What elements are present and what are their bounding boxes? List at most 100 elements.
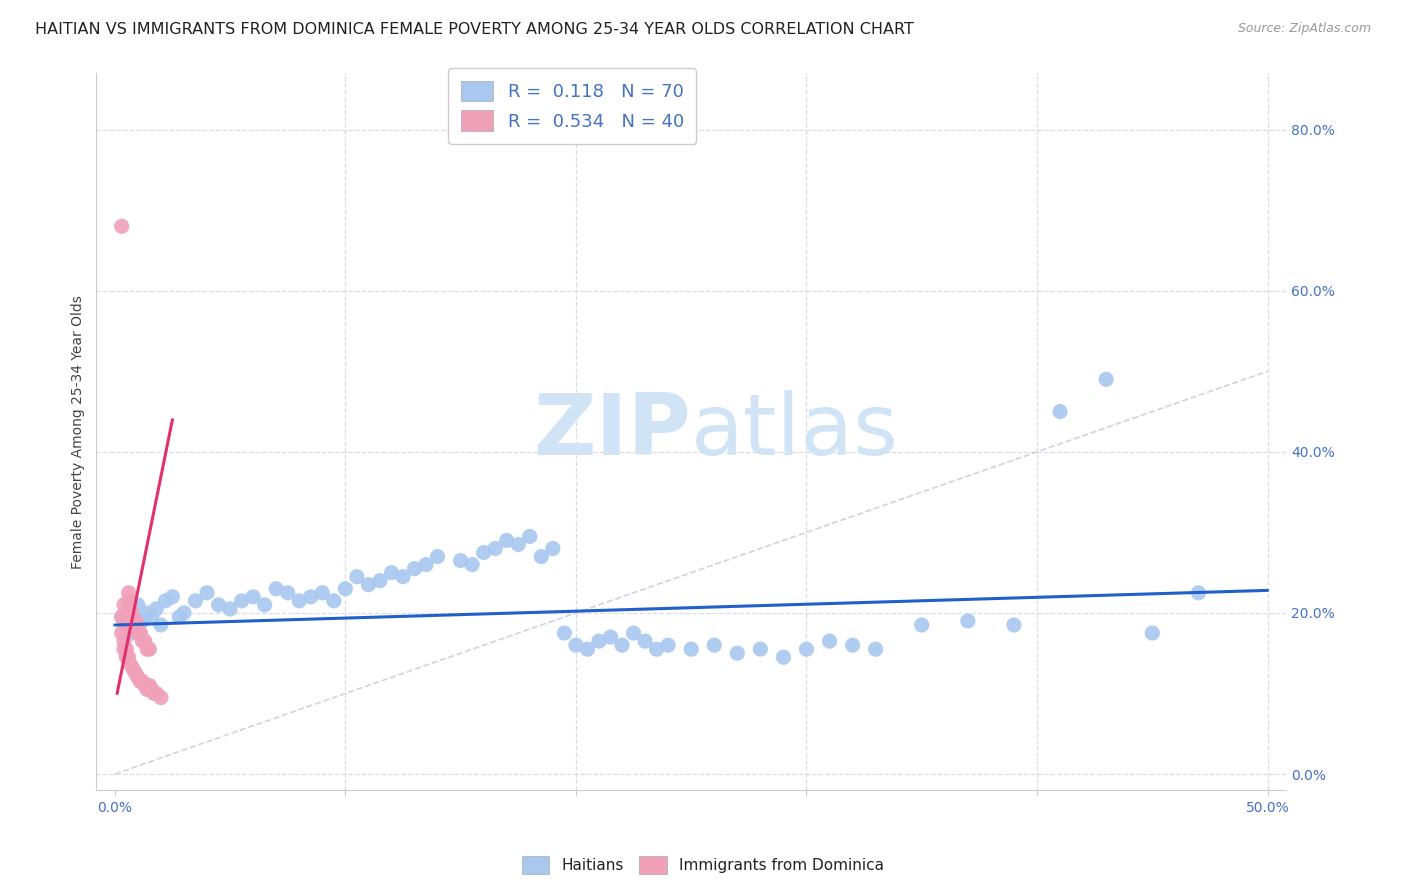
- Point: [141, 682, 163, 697]
- Point: [841, 638, 863, 652]
- Point: [865, 642, 887, 657]
- Point: [299, 590, 322, 604]
- Point: [195, 586, 218, 600]
- Point: [495, 533, 517, 548]
- Point: [541, 541, 564, 556]
- Point: [124, 614, 146, 628]
- Point: [131, 634, 153, 648]
- Point: [129, 674, 152, 689]
- Point: [484, 541, 506, 556]
- Point: [772, 650, 794, 665]
- Point: [112, 642, 135, 657]
- Text: HAITIAN VS IMMIGRANTS FROM DOMINICA FEMALE POVERTY AMONG 25-34 YEAR OLDS CORRELA: HAITIAN VS IMMIGRANTS FROM DOMINICA FEMA…: [35, 22, 914, 37]
- Point: [426, 549, 449, 564]
- Point: [681, 642, 703, 657]
- Point: [1049, 404, 1071, 418]
- Point: [111, 219, 134, 234]
- Point: [911, 618, 934, 632]
- Point: [173, 606, 195, 620]
- Point: [357, 578, 380, 592]
- Text: atlas: atlas: [692, 390, 900, 473]
- Point: [131, 674, 153, 689]
- Legend: Haitians, Immigrants from Dominica: Haitians, Immigrants from Dominica: [516, 850, 890, 880]
- Point: [138, 678, 160, 692]
- Point: [725, 646, 748, 660]
- Point: [472, 545, 495, 559]
- Point: [1187, 586, 1209, 600]
- Point: [749, 642, 772, 657]
- Point: [415, 558, 437, 572]
- Point: [368, 574, 391, 588]
- Point: [122, 610, 145, 624]
- Point: [145, 602, 167, 616]
- Point: [122, 662, 145, 676]
- Point: [115, 618, 138, 632]
- Point: [1142, 626, 1164, 640]
- Point: [380, 566, 402, 580]
- Point: [311, 586, 333, 600]
- Point: [143, 686, 166, 700]
- Point: [136, 606, 159, 620]
- Point: [404, 561, 426, 575]
- Point: [117, 594, 139, 608]
- Point: [1095, 372, 1118, 386]
- Point: [623, 626, 645, 640]
- Point: [120, 610, 142, 624]
- Point: [634, 634, 657, 648]
- Point: [796, 642, 818, 657]
- Point: [576, 642, 599, 657]
- Point: [117, 586, 139, 600]
- Point: [242, 590, 264, 604]
- Point: [956, 614, 979, 628]
- Legend: R =  0.118   N = 70, R =  0.534   N = 40: R = 0.118 N = 70, R = 0.534 N = 40: [449, 68, 696, 144]
- Point: [127, 618, 149, 632]
- Point: [145, 686, 167, 700]
- Point: [111, 610, 134, 624]
- Point: [1002, 618, 1025, 632]
- Text: ZIP: ZIP: [533, 390, 692, 473]
- Point: [392, 570, 415, 584]
- Point: [120, 658, 142, 673]
- Point: [111, 610, 134, 624]
- Point: [162, 590, 184, 604]
- Point: [138, 642, 160, 657]
- Point: [136, 642, 159, 657]
- Point: [129, 626, 152, 640]
- Point: [450, 553, 472, 567]
- Point: [253, 598, 276, 612]
- Point: [703, 638, 725, 652]
- Point: [264, 582, 287, 596]
- Point: [530, 549, 553, 564]
- Point: [231, 594, 253, 608]
- Point: [111, 626, 134, 640]
- Y-axis label: Female Poverty Among 25-34 Year Olds: Female Poverty Among 25-34 Year Olds: [72, 294, 86, 568]
- Point: [588, 634, 610, 648]
- Point: [818, 634, 841, 648]
- Point: [335, 582, 357, 596]
- Point: [124, 666, 146, 681]
- Point: [553, 626, 575, 640]
- Point: [120, 602, 142, 616]
- Point: [112, 634, 135, 648]
- Point: [117, 650, 139, 665]
- Point: [134, 634, 156, 648]
- Point: [657, 638, 679, 652]
- Point: [129, 626, 152, 640]
- Point: [124, 622, 146, 636]
- Point: [322, 594, 344, 608]
- Point: [134, 678, 156, 692]
- Point: [127, 670, 149, 684]
- Point: [645, 642, 668, 657]
- Text: Source: ZipAtlas.com: Source: ZipAtlas.com: [1237, 22, 1371, 36]
- Point: [219, 602, 242, 616]
- Point: [149, 618, 172, 632]
- Point: [207, 598, 229, 612]
- Point: [112, 598, 135, 612]
- Point: [115, 650, 138, 665]
- Point: [122, 626, 145, 640]
- Point: [155, 594, 177, 608]
- Point: [519, 529, 541, 543]
- Point: [127, 626, 149, 640]
- Point: [599, 630, 621, 644]
- Point: [136, 682, 159, 697]
